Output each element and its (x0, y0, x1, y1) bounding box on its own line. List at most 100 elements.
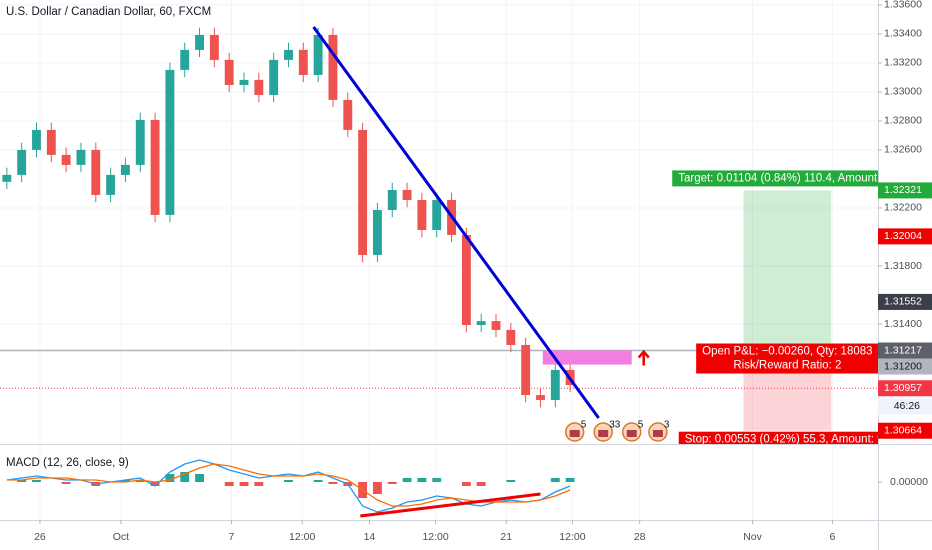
event-flag (569, 430, 580, 437)
macd-histogram-bar (476, 482, 486, 486)
candle-body (239, 79, 249, 85)
price-label-bg (878, 182, 932, 199)
macd-histogram-bar (254, 482, 264, 486)
candle-body (491, 321, 501, 330)
candle-body (17, 149, 27, 175)
macd-histogram-bar (402, 478, 412, 482)
macd-histogram-bar (120, 480, 130, 482)
candle-body (328, 34, 338, 100)
macd-histogram-bar (461, 482, 471, 486)
macd-histogram-bar (61, 482, 71, 484)
divergence-line (360, 492, 541, 518)
x-tick-label: 7 (229, 531, 235, 543)
y-tick-label: 1.31400 (884, 318, 922, 330)
y-tick-label: 1.33200 (884, 57, 922, 69)
candle-body (254, 79, 264, 95)
candle-body (106, 174, 116, 195)
candle-body (150, 119, 160, 215)
macd-histogram-bar (32, 480, 41, 482)
candle-body (76, 149, 86, 165)
plot: 5 33 5 3 Target: 0.01104 (0.84%) 110.4, Amou… (0, 26, 896, 446)
countdown-bg (878, 398, 932, 415)
candle-body (550, 369, 560, 400)
macd-histogram-bar (195, 474, 204, 482)
x-tick-label: 12:00 (289, 531, 315, 543)
price-label-bg (878, 380, 932, 397)
event-icon: 5 (621, 420, 644, 442)
trendline (312, 26, 600, 419)
target-area (743, 190, 832, 351)
candle-body (165, 69, 175, 215)
macd-title: MACD (12, 26, close, 9) (6, 457, 129, 469)
price-label: 1.31217 (884, 344, 922, 356)
macd-histogram-bar (135, 480, 145, 482)
macd-histogram-bar (165, 474, 175, 482)
event-label: 5 (638, 420, 644, 431)
candle-body (358, 129, 368, 255)
target-label-box: Target: 0.01104 (0.84%) 110.4, Amount: 1… (672, 170, 896, 187)
y-tick-label: 1.33400 (884, 28, 922, 40)
x-tick-label: Nov (743, 531, 762, 543)
candle-body (284, 49, 293, 60)
x-tick-label: 12:00 (422, 531, 448, 543)
pnl-label-bg (696, 343, 878, 374)
macd-histogram-bar (17, 480, 27, 482)
price-label-bg (878, 293, 932, 310)
candle-body (536, 395, 545, 400)
event-label: 5 (581, 420, 587, 431)
candle-body (313, 34, 323, 75)
macd-pane (6, 459, 575, 518)
event-flag (598, 430, 609, 437)
macd-histogram-bar (224, 482, 234, 486)
price-label: 1.31200 (884, 360, 922, 372)
target-label-bg (672, 170, 878, 187)
candle-body (46, 129, 56, 155)
y-tick-label: 0.00000 (890, 476, 928, 488)
x-tick-label: 14 (364, 531, 376, 543)
candle-body (135, 119, 145, 165)
candle-body (269, 59, 279, 95)
chart-title: U.S. Dollar / Canadian Dollar, 60, FXCM (6, 6, 211, 18)
macd-histogram-bar (313, 480, 323, 482)
macd-histogram-bar (506, 480, 516, 482)
price-label: 1.32004 (884, 230, 922, 242)
candle-body (120, 164, 130, 175)
y-tick-label: 1.33600 (884, 0, 922, 11)
macd-line (6, 459, 571, 513)
x-tick-label: 21 (500, 531, 512, 543)
candle-body (417, 199, 427, 231)
candle-body (61, 154, 71, 165)
candle-body (343, 99, 353, 130)
y-tick-label: 1.32800 (884, 115, 922, 127)
candle-body (209, 34, 219, 60)
x-tick-label: 6 (829, 531, 835, 543)
y-tick-label: 1.32200 (884, 202, 922, 214)
macd-histogram-bar (150, 482, 160, 486)
x-tick-label: Oct (113, 531, 129, 543)
candle-body (476, 321, 486, 325)
event-flag (626, 430, 637, 437)
price-label: 1.31552 (884, 296, 922, 308)
candle-body (432, 199, 442, 231)
macd-histogram-bar (565, 478, 575, 482)
price-label: 1.32321 (884, 184, 922, 196)
candle-body (32, 129, 41, 150)
target-label: Target: 0.01104 (0.84%) 110.4, Amount: 1… (678, 172, 896, 184)
macd-histogram-bar (550, 478, 560, 482)
macd-histogram-bar (417, 478, 427, 482)
y-tick-label: 1.33000 (884, 86, 922, 98)
macd-histogram-bar (239, 482, 249, 486)
pnl-label: Open P&L: −0.00260, Qty: 18083 (702, 346, 872, 358)
grid (0, 0, 878, 520)
countdown: 46:26 (894, 400, 920, 412)
candle-body (2, 174, 12, 182)
macd-histogram-bar (328, 482, 338, 484)
candle-body (91, 149, 101, 195)
candle-body (461, 234, 471, 325)
candle-body (402, 189, 412, 200)
price-label-bg (878, 422, 932, 439)
candle-body (224, 59, 234, 85)
macd-histogram-bar (432, 478, 442, 482)
stop-label: Stop: 0.00553 (0.42%) 55.3, Amount: 99 (685, 434, 890, 446)
